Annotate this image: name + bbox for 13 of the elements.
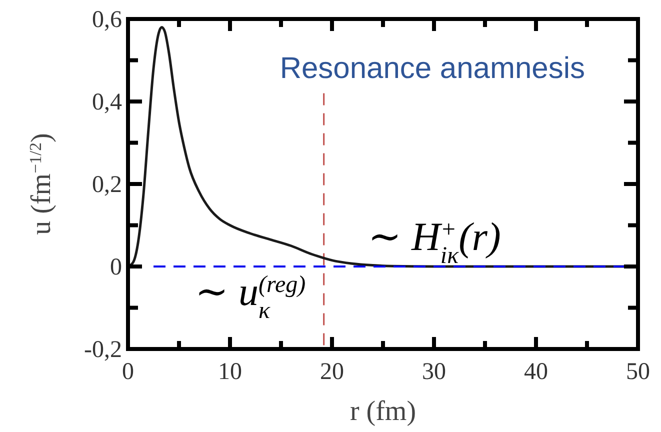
x-tick-label: 10 — [218, 359, 242, 385]
y-tick-label: 0,4 — [92, 90, 122, 116]
x-tick-label: 50 — [626, 359, 650, 385]
text: Resonance anamnesis — [280, 52, 585, 85]
x-axis-title: r (fm) — [350, 396, 416, 427]
x-tick-label: 30 — [422, 359, 446, 385]
annotation: ∼ H$^{+}$$_{iκ}$(r) — [368, 214, 501, 269]
y-tick-label: -0,2 — [84, 337, 122, 363]
y-tick-label: 0,2 — [92, 172, 122, 198]
y-tick-label: 0 — [110, 254, 122, 280]
x-tick-label: 40 — [524, 359, 548, 385]
y-tick-label: 0,6 — [92, 7, 122, 33]
x-tick-label: 20 — [320, 359, 344, 385]
